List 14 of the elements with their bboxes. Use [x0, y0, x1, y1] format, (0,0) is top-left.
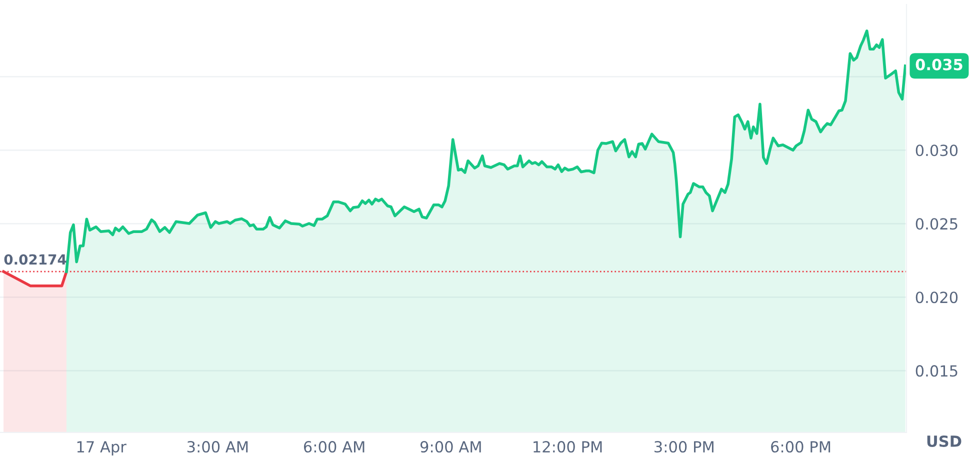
annotation: 0.035 [916, 58, 962, 70]
x-tick-label: 3:00 PM [654, 441, 714, 453]
y-tick-label: 0.030 [916, 144, 958, 156]
y-axis-title: USD [927, 435, 962, 448]
x-tick-label: 9:00 AM [420, 441, 481, 453]
ref-line-label: 0.02174 [4, 254, 66, 265]
x-tick-label: 3:00 AM [187, 441, 248, 453]
y-tick-label: 0.025 [916, 218, 958, 230]
x-tick-label: 6:00 PM [771, 441, 830, 453]
y-tick-label: 0.015 [916, 365, 958, 377]
x-tick-label: 6:00 AM [304, 441, 364, 453]
x-tick-label: 12:00 PM [534, 441, 602, 453]
x-tick-label: 17 Apr [77, 441, 126, 456]
y-tick-label: 0.020 [916, 292, 958, 304]
